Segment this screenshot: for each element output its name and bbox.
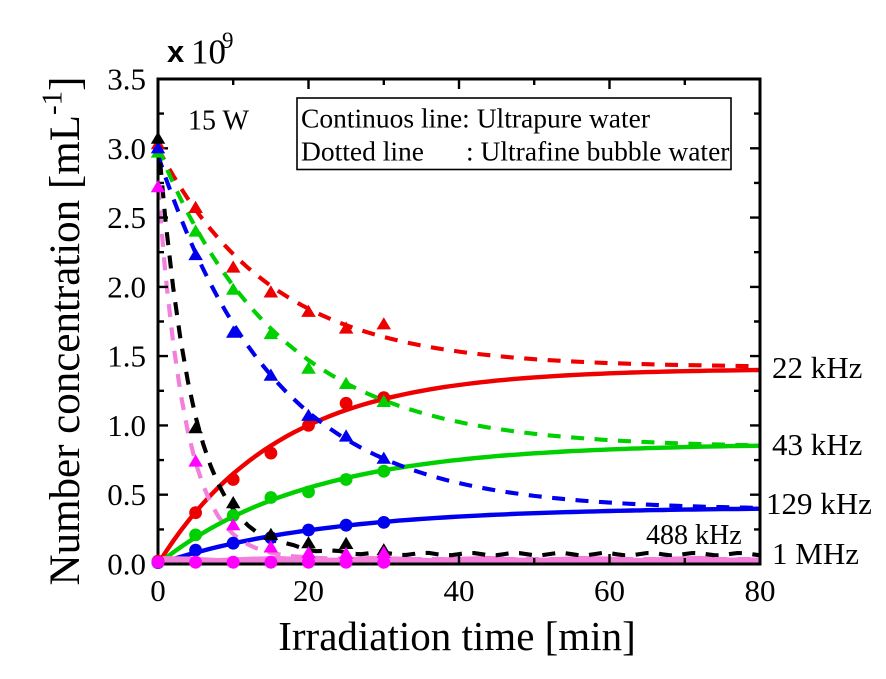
- svg-text:1 MHz: 1 MHz: [772, 536, 859, 571]
- svg-text:1.5: 1.5: [107, 339, 146, 374]
- svg-text:Number concentration [mL-1]: Number concentration [mL-1]: [37, 77, 90, 586]
- svg-text:0.0: 0.0: [107, 547, 146, 582]
- svg-text:9: 9: [222, 28, 234, 53]
- svg-text:15 W: 15 W: [188, 106, 249, 137]
- svg-text:1.0: 1.0: [107, 408, 146, 443]
- svg-text:Continuos line: Ultrapure wate: Continuos line: Ultrapure water: [301, 103, 650, 134]
- svg-text:2.5: 2.5: [107, 200, 146, 235]
- svg-text:60: 60: [594, 573, 625, 608]
- svg-text:80: 80: [745, 573, 776, 608]
- svg-text:43 kHz: 43 kHz: [772, 427, 862, 462]
- svg-text:3.5: 3.5: [107, 62, 146, 97]
- svg-text:Irradiation time [min]: Irradiation time [min]: [278, 613, 636, 659]
- svg-text:Dotted line: Dotted line: [301, 136, 424, 167]
- svg-text:10: 10: [191, 33, 226, 72]
- svg-text:20: 20: [293, 573, 324, 608]
- svg-text:2.0: 2.0: [107, 269, 146, 304]
- svg-text:x: x: [167, 34, 185, 69]
- svg-text:129 kHz: 129 kHz: [766, 486, 872, 521]
- svg-text:488 kHz: 488 kHz: [646, 520, 742, 551]
- svg-text:: Ultrafine bubble water: : Ultrafine bubble water: [466, 136, 729, 167]
- svg-text:3.0: 3.0: [107, 131, 146, 166]
- svg-text:0: 0: [150, 573, 166, 608]
- svg-text:22 kHz: 22 kHz: [772, 350, 862, 385]
- svg-text:0.5: 0.5: [107, 477, 146, 512]
- svg-text:40: 40: [444, 573, 475, 608]
